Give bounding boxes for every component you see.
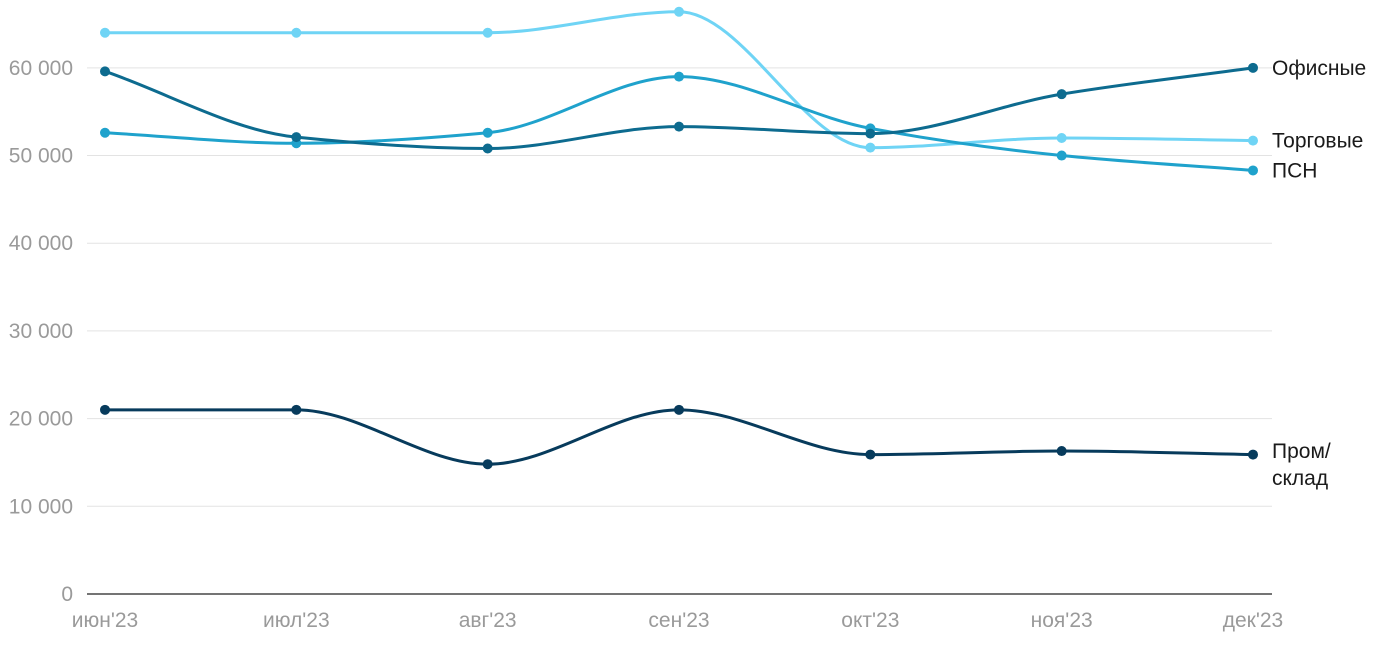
series-label-line: Пром/ (1272, 440, 1331, 463)
series-label: Офисные (1272, 57, 1366, 80)
data-point (291, 132, 302, 143)
y-tick-label: 30 000 (9, 320, 73, 343)
data-point (1248, 165, 1258, 176)
series-line (103, 408, 1255, 466)
data-point (291, 404, 302, 415)
data-point (482, 127, 493, 138)
data-point (1056, 89, 1067, 100)
x-tick-label: авг'23 (459, 609, 517, 632)
data-point (674, 71, 684, 82)
data-point (291, 27, 302, 38)
data-point (482, 143, 493, 154)
series-label: Пром/склад (1272, 440, 1331, 490)
data-point (1248, 449, 1258, 460)
data-point (865, 142, 876, 153)
data-point (674, 121, 684, 132)
y-tick-label: 50 000 (9, 145, 73, 168)
y-tick-label: 60 000 (9, 57, 73, 80)
data-point (1056, 446, 1067, 457)
y-tick-label: 10 000 (9, 495, 73, 518)
data-point (100, 27, 110, 38)
data-point (1056, 150, 1067, 161)
x-tick-label: окт'23 (841, 609, 899, 632)
series-0 (100, 6, 1258, 153)
series-label-line: ПСН (1272, 159, 1317, 182)
x-tick-label: дек'23 (1223, 609, 1284, 632)
data-point (674, 404, 684, 415)
data-point (482, 459, 493, 470)
series-label-line: Офисные (1272, 57, 1366, 80)
data-point (100, 404, 110, 415)
x-tick-label: ноя'23 (1031, 609, 1093, 632)
x-tick-label: июн'23 (72, 609, 138, 632)
x-tick-label: сен'23 (648, 609, 709, 632)
series-label-line: Торговые (1272, 130, 1363, 153)
data-point (674, 6, 684, 17)
data-point (1248, 62, 1258, 73)
x-axis-ticks: июн'23 июл'23 авг'23 сен'23 окт'23 ноя'23 дек'… (72, 609, 1283, 632)
series-3 (100, 404, 1258, 470)
data-point (100, 66, 110, 77)
series-label: ПСН (1272, 159, 1317, 182)
data-point (482, 27, 493, 38)
x-tick-label: июл'23 (263, 609, 330, 632)
data-point (865, 449, 876, 460)
y-axis-ticks: 0 10 000 20 000 30 000 40 000 50 000 60 000 (9, 57, 73, 606)
series-labels: Торговые ПСН Офисные Пром/склад (1272, 57, 1366, 490)
series-lines (100, 6, 1258, 470)
gridlines (87, 67, 1272, 507)
y-tick-label: 0 (61, 583, 73, 606)
series-label-line: склад (1272, 467, 1328, 490)
series-2 (100, 62, 1258, 154)
series-label: Торговые (1272, 130, 1363, 153)
data-point (1056, 133, 1067, 143)
y-tick-label: 40 000 (9, 232, 73, 255)
data-point (865, 128, 876, 139)
data-point (1248, 135, 1258, 146)
data-point (100, 127, 110, 138)
y-tick-label: 20 000 (9, 408, 73, 431)
